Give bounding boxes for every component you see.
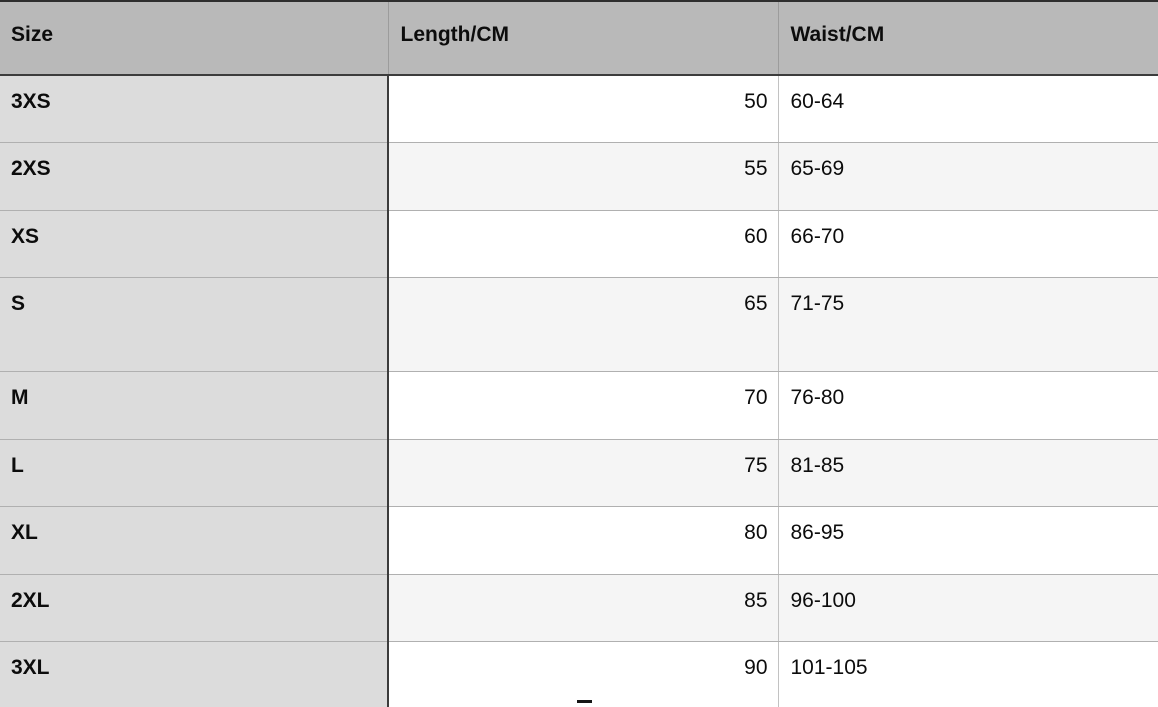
table-row: XL 80 86-95 bbox=[0, 506, 1158, 575]
waist-cell: 101-105 bbox=[778, 641, 1158, 707]
waist-cell: 81-85 bbox=[778, 439, 1158, 507]
column-header-size: Size bbox=[0, 1, 388, 76]
header-row: Size Length/CM Waist/CM bbox=[0, 1, 1158, 76]
waist-cell: 71-75 bbox=[778, 277, 1158, 372]
waist-cell: 66-70 bbox=[778, 210, 1158, 278]
waist-cell: 96-100 bbox=[778, 574, 1158, 642]
length-cell: 65 bbox=[388, 277, 779, 372]
waist-cell: 65-69 bbox=[778, 142, 1158, 211]
table-body: 3XS 50 60-64 2XS 55 65-69 XS 60 66-70 S … bbox=[0, 75, 1158, 707]
table-row: S 65 71-75 bbox=[0, 277, 1158, 372]
table-row: M 70 76-80 bbox=[0, 371, 1158, 440]
size-cell: XL bbox=[0, 506, 389, 575]
column-header-length: Length/CM bbox=[387, 1, 778, 76]
length-cell: 55 bbox=[388, 142, 779, 211]
table-row: 2XL 85 96-100 bbox=[0, 574, 1158, 642]
size-cell: XS bbox=[0, 210, 389, 278]
size-cell: M bbox=[0, 371, 389, 440]
length-cell: 90 bbox=[388, 641, 779, 707]
length-cell: 75 bbox=[388, 439, 779, 507]
column-header-waist: Waist/CM bbox=[777, 1, 1158, 76]
table-row: XS 60 66-70 bbox=[0, 210, 1158, 278]
waist-cell: 76-80 bbox=[778, 371, 1158, 440]
table-row: L 75 81-85 bbox=[0, 439, 1158, 507]
table-row: 2XS 55 65-69 bbox=[0, 142, 1158, 211]
waist-cell: 86-95 bbox=[778, 506, 1158, 575]
length-cell: 70 bbox=[388, 371, 779, 440]
size-cell: 3XS bbox=[0, 75, 389, 143]
size-cell: 2XS bbox=[0, 142, 389, 211]
clipped-content-fragment bbox=[577, 700, 592, 703]
length-cell: 85 bbox=[388, 574, 779, 642]
length-cell: 80 bbox=[388, 506, 779, 575]
waist-cell: 60-64 bbox=[778, 75, 1158, 143]
length-cell: 60 bbox=[388, 210, 779, 278]
table-row: 3XS 50 60-64 bbox=[0, 75, 1158, 143]
size-cell: 3XL bbox=[0, 641, 389, 707]
size-cell: S bbox=[0, 277, 389, 372]
size-cell: 2XL bbox=[0, 574, 389, 642]
length-cell: 50 bbox=[388, 75, 779, 143]
table-header: Size Length/CM Waist/CM bbox=[0, 1, 1158, 76]
table-row: 3XL 90 101-105 bbox=[0, 641, 1158, 707]
size-cell: L bbox=[0, 439, 389, 507]
